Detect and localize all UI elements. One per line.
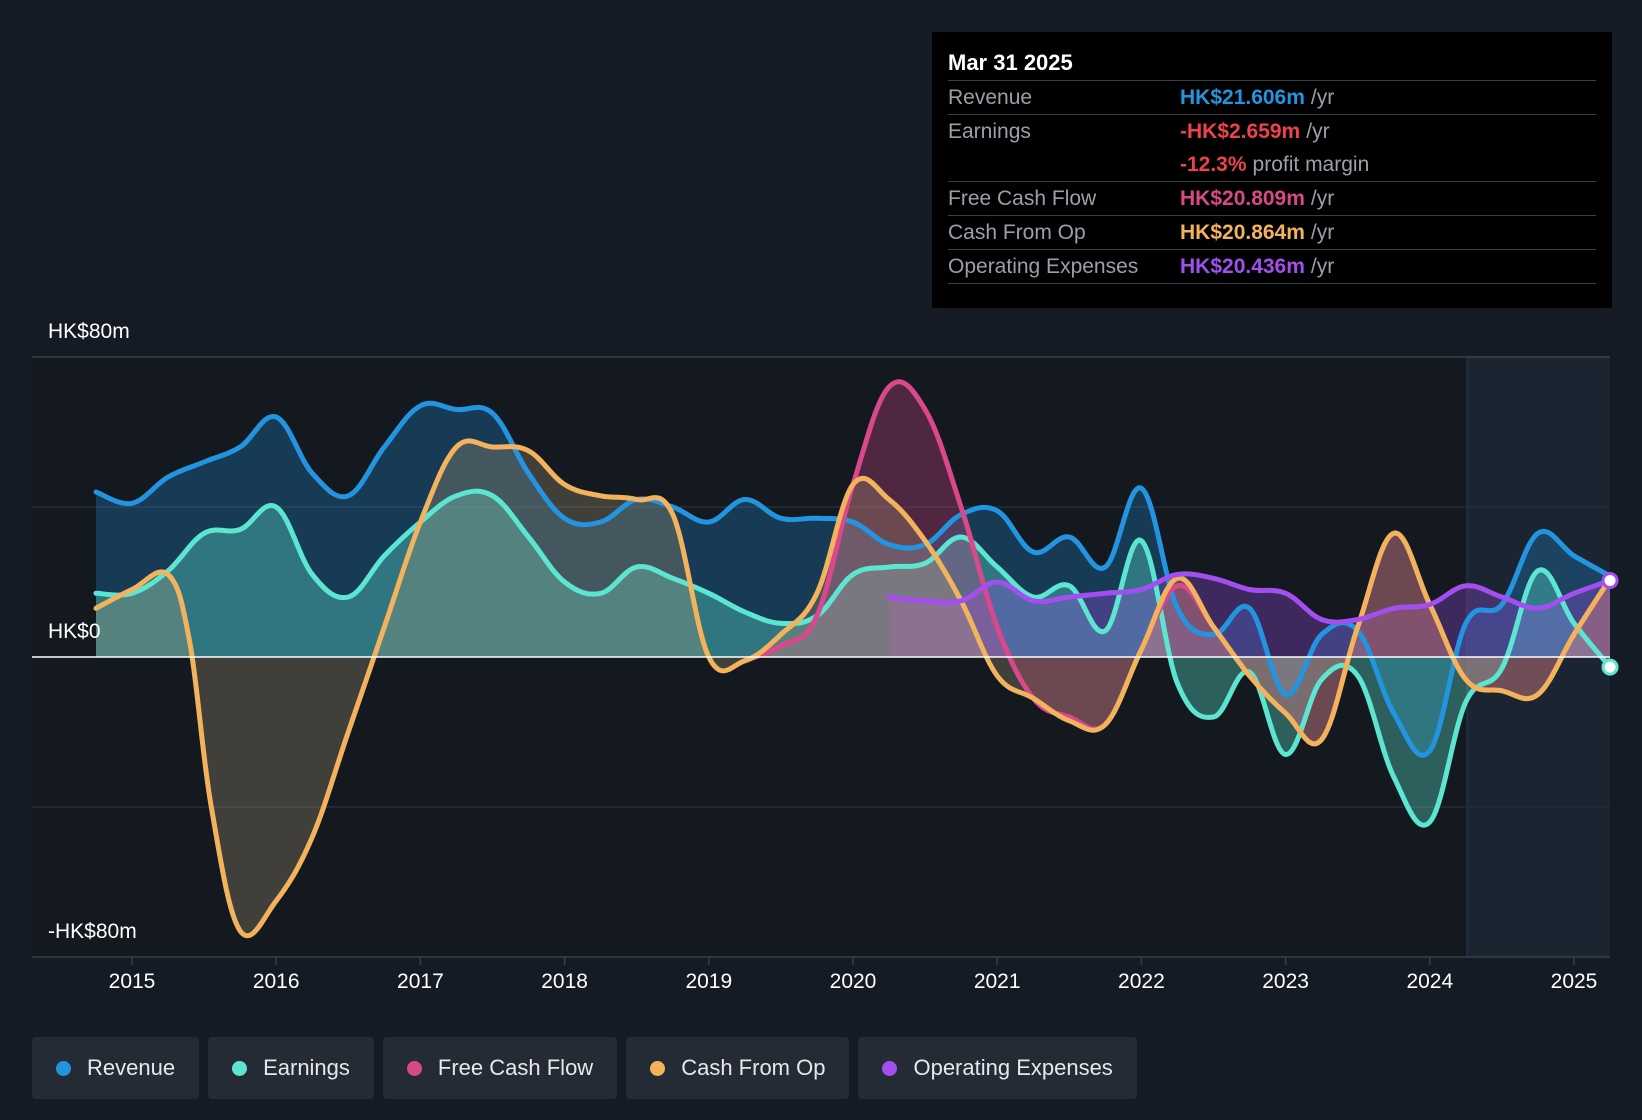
y-tick-label-top: HK$80m: [48, 320, 130, 343]
tooltip-date: Mar 31 2025: [948, 46, 1596, 81]
line-revenue: [93, 400, 1613, 758]
tooltip-value: HK$21.606m: [1180, 86, 1305, 109]
x-tick-label: 2023: [1262, 970, 1309, 993]
tooltip-label: Free Cash Flow: [948, 187, 1097, 210]
tooltip-unit: profit margin: [1252, 153, 1370, 176]
tooltip-value: -12.3%: [1180, 153, 1247, 176]
end-marker-earnings: [1601, 658, 1619, 676]
tooltip-panel: Mar 31 2025 Revenue HK$21.606m /yr Earni…: [932, 32, 1612, 308]
legend-dot-icon: [56, 1060, 71, 1076]
tooltip-label: Earnings: [948, 120, 1031, 143]
line-cash-from-op: [93, 438, 1613, 939]
tooltip-value: -HK$2.659m: [1180, 120, 1301, 143]
legend-item-earnings[interactable]: Earnings: [208, 1037, 374, 1099]
legend-dot-icon: [882, 1060, 898, 1076]
legend-item-revenue[interactable]: Revenue: [32, 1037, 200, 1099]
legend-item-free-cash-flow[interactable]: Free Cash Flow: [382, 1037, 618, 1099]
tooltip-row-revenue: Revenue HK$21.606m /yr: [948, 81, 1596, 115]
y-tick-label-zero: HK$0: [48, 620, 101, 643]
legend-label: Cash From Op: [681, 1055, 826, 1080]
legend-item-cash-from-op[interactable]: Cash From Op: [626, 1037, 850, 1099]
x-tick-label: 2025: [1550, 970, 1598, 993]
area-free-cash-flow: [744, 381, 1610, 744]
x-tick-label: 2018: [541, 970, 588, 993]
tooltip-row-cash-from-op: Cash From Op HK$20.864m /yr: [948, 216, 1596, 250]
tooltip-row-profit-margin: -12.3% profit margin: [948, 148, 1596, 182]
x-tick-label: 2017: [397, 970, 444, 993]
legend-label: Free Cash Flow: [437, 1055, 594, 1080]
tooltip-unit: /yr: [1306, 120, 1330, 143]
line-operating-expenses: [886, 571, 1613, 625]
tooltip-row-operating-expenses: Operating Expenses HK$20.436m /yr: [948, 250, 1596, 284]
tooltip-label: Operating Expenses: [948, 255, 1139, 278]
tooltip-row-free-cash-flow: Free Cash Flow HK$20.809m /yr: [948, 182, 1596, 216]
area-operating-expenses: [889, 573, 1610, 657]
legend-dot-icon: [650, 1060, 666, 1076]
x-tick-label: 2024: [1406, 970, 1454, 993]
tooltip-label: Revenue: [948, 86, 1033, 109]
legend-label: Operating Expenses: [913, 1055, 1113, 1080]
tooltip-value: HK$20.864m: [1180, 221, 1305, 244]
tooltip-unit: /yr: [1310, 221, 1335, 244]
y-tick-label-bottom: -HK$80m: [48, 920, 137, 943]
legend-item-operating-expenses[interactable]: Operating Expenses: [858, 1037, 1137, 1099]
tooltip-value: HK$20.809m: [1180, 187, 1305, 210]
series-lines: [93, 379, 1613, 939]
legend: Revenue Earnings Free Cash Flow Cash Fro…: [32, 1037, 1137, 1099]
x-tick-label: 2019: [685, 970, 733, 993]
x-tick-marks: [131, 957, 1575, 965]
line-earnings: [93, 488, 1613, 828]
tooltip-unit: /yr: [1310, 255, 1335, 278]
x-tick-label: 2021: [973, 970, 1021, 993]
tooltip-unit: /yr: [1310, 86, 1335, 109]
tooltip-unit: /yr: [1310, 187, 1335, 210]
legend-dot-icon: [406, 1060, 422, 1076]
tooltip-label: Cash From Op: [948, 221, 1086, 244]
legend-label: Revenue: [87, 1055, 176, 1080]
end-markers: [1601, 572, 1619, 676]
x-tick-label: 2020: [829, 970, 877, 993]
x-tick-label: 2015: [108, 970, 156, 993]
end-marker-operating-expenses: [1601, 572, 1619, 589]
grid-lines: [32, 356, 1610, 808]
area-earnings: [96, 491, 1610, 826]
x-tick-label: 2022: [1118, 970, 1165, 993]
legend-dot-icon: [232, 1060, 248, 1076]
tooltip-value: HK$20.436m: [1180, 255, 1305, 278]
x-tick-label: 2016: [252, 970, 300, 993]
legend-label: Earnings: [263, 1055, 350, 1080]
tooltip-label: [948, 148, 1180, 181]
area-cash-from-op: [96, 440, 1610, 936]
tooltip-row-earnings: Earnings -HK$2.659m /yr: [948, 115, 1596, 148]
